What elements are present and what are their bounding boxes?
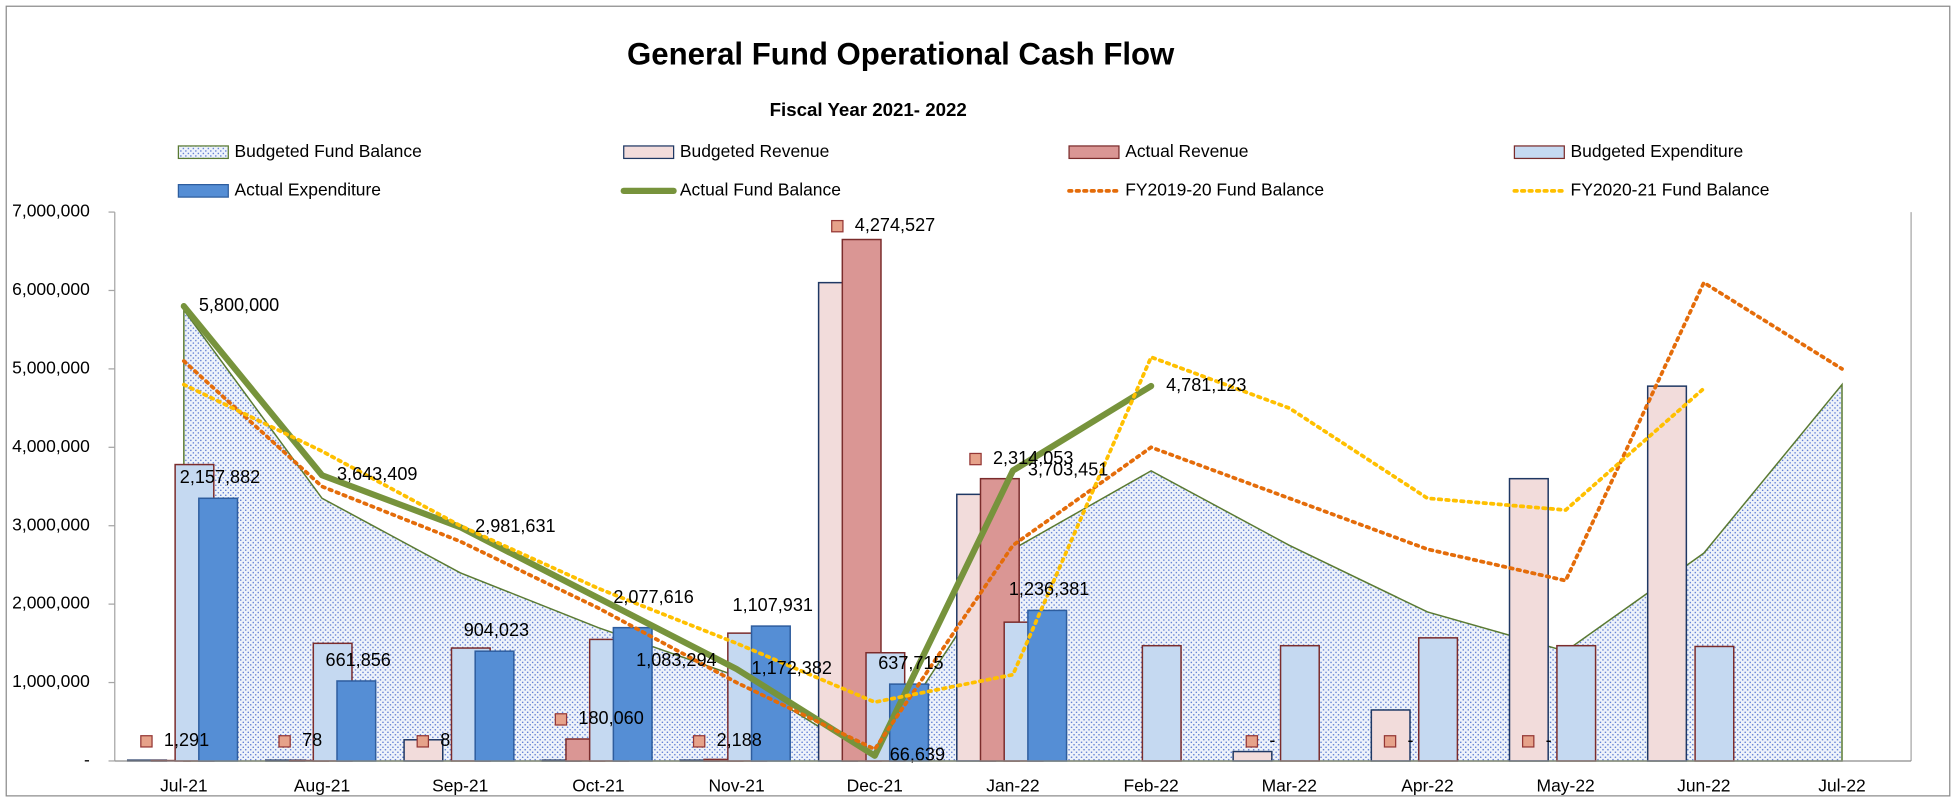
bar-note: 1,236,381	[1009, 579, 1089, 599]
bar-note: 661,856	[326, 650, 391, 670]
marker-label: 8	[440, 730, 450, 750]
line	[180, 303, 1155, 759]
line	[181, 355, 1706, 705]
legend-swatch	[177, 184, 229, 198]
bar	[1232, 750, 1273, 762]
bar	[612, 626, 653, 762]
bar	[1027, 609, 1068, 762]
legend-swatch	[623, 145, 675, 160]
bar-note: 1,107,931	[733, 595, 813, 615]
marker-label: 78	[302, 730, 322, 750]
y-tick-label: 1,000,000	[12, 671, 90, 691]
marker	[969, 452, 982, 466]
bar-note: 904,023	[464, 620, 529, 640]
y-tick-label: 5,000,000	[12, 358, 90, 378]
bar	[198, 497, 239, 762]
chart-subtitle: Fiscal Year 2021- 2022	[770, 99, 967, 120]
data-label: 1,083,294	[636, 650, 716, 670]
data-label: 2,981,631	[475, 516, 555, 536]
legend-label: Actual Fund Balance	[680, 179, 841, 199]
x-tick-label: Sep-21	[432, 776, 488, 796]
marker	[1383, 735, 1397, 748]
x-tick-label: May-22	[1537, 776, 1595, 796]
legend-label: FY2019-20 Fund Balance	[1125, 179, 1324, 199]
legend-label: FY2020-21 Fund Balance	[1571, 179, 1770, 199]
bar-note: 637,715	[878, 653, 943, 673]
marker	[554, 713, 568, 726]
data-label: 3,643,409	[337, 464, 417, 484]
y-tick-label: 3,000,000	[12, 514, 90, 534]
marker-label: 4,274,527	[855, 215, 935, 235]
x-tick-label: Feb-22	[1123, 776, 1178, 796]
bar	[474, 650, 515, 762]
marker-label: -	[1269, 730, 1275, 750]
marker	[1521, 735, 1535, 748]
bar	[1279, 644, 1320, 762]
marker	[416, 735, 430, 748]
y-tick-label: 7,000,000	[12, 201, 90, 221]
x-tick-label: Oct-21	[572, 776, 624, 796]
marker-label: 2,188	[717, 730, 762, 750]
y-tick-label: 4,000,000	[12, 436, 90, 456]
x-tick-label: Nov-21	[708, 776, 764, 796]
legend-label: Actual Revenue	[1125, 141, 1248, 161]
marker	[831, 219, 844, 233]
marker	[278, 735, 291, 748]
x-tick-label: Jul-22	[1818, 776, 1866, 796]
x-tick-label: Jan-22	[986, 776, 1039, 796]
legend-swatch	[1068, 145, 1120, 160]
data-label: 5,800,000	[199, 295, 279, 315]
marker-label: -	[1546, 730, 1552, 750]
data-label: 4,781,123	[1166, 375, 1246, 395]
chart-title: General Fund Operational Cash Flow	[627, 36, 1175, 71]
legend-swatch	[1513, 145, 1565, 160]
bar-note: 2,157,882	[180, 467, 260, 487]
line	[181, 280, 1844, 752]
marker	[140, 735, 153, 748]
x-tick-label: Mar-22	[1262, 776, 1317, 796]
y-tick-label: -	[84, 750, 90, 770]
legend-swatch	[177, 145, 229, 160]
bar	[1508, 477, 1549, 762]
marker	[1245, 735, 1259, 748]
y-tick-label: 2,000,000	[12, 593, 90, 613]
bar	[1556, 644, 1597, 762]
bar	[336, 680, 377, 762]
data-label: 3,703,451	[1028, 459, 1108, 479]
marker-label: -	[1408, 730, 1414, 750]
bar	[1694, 645, 1735, 762]
marker-label: 1,291	[164, 730, 209, 750]
data-label: 2,077,616	[613, 587, 693, 607]
x-tick-label: Jun-22	[1677, 776, 1730, 796]
y-tick-label: 6,000,000	[12, 279, 90, 299]
legend-label: Budgeted Revenue	[680, 141, 829, 161]
x-tick-label: Aug-21	[294, 776, 350, 796]
bar	[1646, 385, 1688, 762]
x-tick-label: Jul-21	[160, 776, 208, 796]
marker-label: 2,314,053	[993, 448, 1073, 468]
data-label: 66,639	[890, 745, 945, 765]
marker-label: 180,060	[578, 708, 643, 728]
legend-label: Budgeted Fund Balance	[235, 141, 422, 161]
data-label: 1,172,382	[752, 658, 832, 678]
x-tick-label: Apr-22	[1401, 776, 1453, 796]
bar	[1417, 637, 1459, 762]
x-tick-label: Dec-21	[847, 776, 903, 796]
legend-label: Budgeted Expenditure	[1571, 141, 1744, 161]
legend-label: Actual Expenditure	[235, 179, 382, 199]
marker	[692, 735, 706, 748]
bar	[1141, 644, 1182, 762]
